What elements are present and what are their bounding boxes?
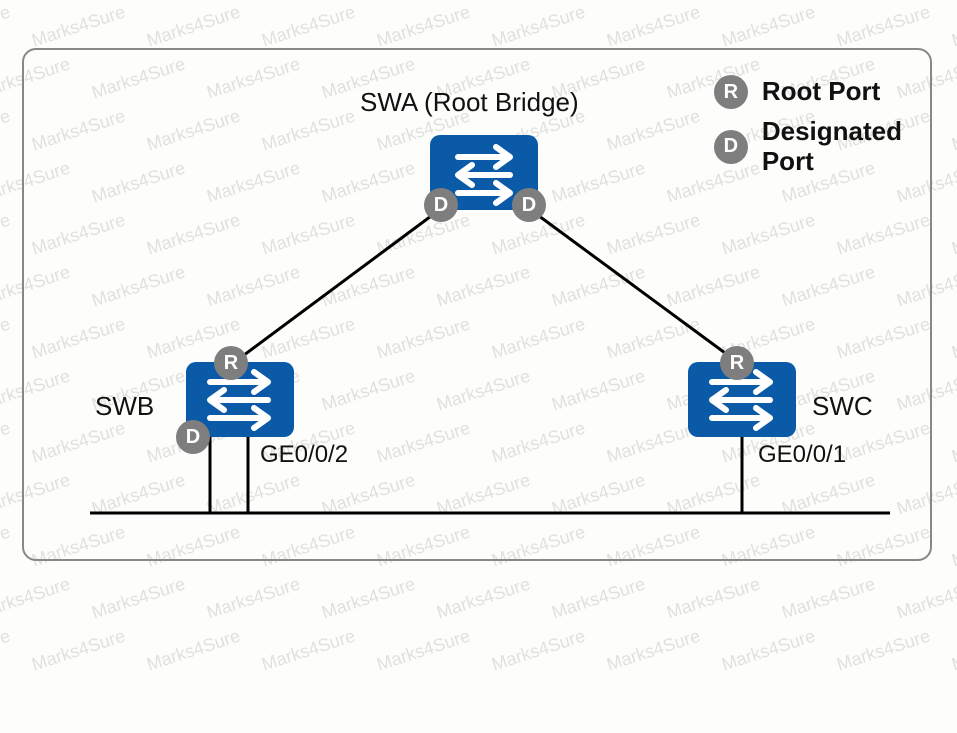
legend-designated-l1: Designated (762, 116, 902, 146)
legend: R Root Port D Designated Port (714, 75, 902, 185)
diagram: SWA (Root Bridge) D D SWB (0, 0, 957, 633)
swa-right-d-badge: D (512, 188, 546, 222)
swb-r-badge: R (214, 346, 248, 380)
legend-designated-l2: Port (762, 146, 814, 176)
swa-left-d-badge: D (424, 188, 458, 222)
swc-port-label: GE0/0/1 (758, 441, 846, 469)
swc-r-badge: R (720, 346, 754, 380)
legend-root-port: R Root Port (714, 75, 902, 109)
swb-d-badge: D (176, 420, 210, 454)
swa-label: SWA (Root Bridge) (360, 87, 579, 118)
legend-designated-text: Designated Port (762, 117, 902, 177)
legend-root-text: Root Port (762, 77, 880, 107)
legend-d-badge: D (714, 130, 748, 164)
legend-designated-port: D Designated Port (714, 117, 902, 177)
swb-port-label: GE0/0/2 (260, 441, 348, 469)
legend-r-badge: R (714, 75, 748, 109)
swb-label: SWB (95, 391, 154, 422)
swc-label: SWC (812, 391, 873, 422)
